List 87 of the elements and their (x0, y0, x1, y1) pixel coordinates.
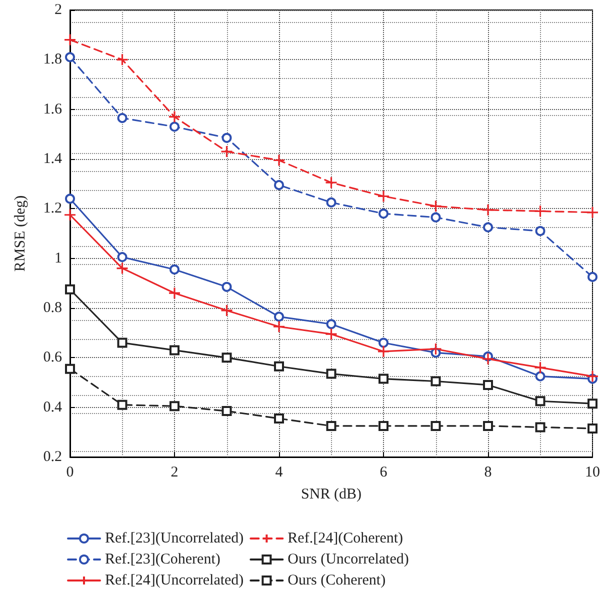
point (535, 226, 546, 236)
point (586, 370, 599, 383)
point (116, 53, 129, 66)
x-tick-label: 0 (66, 464, 74, 480)
point (170, 264, 180, 275)
x-tick-label: 8 (484, 464, 492, 480)
point (483, 222, 493, 232)
point (535, 396, 546, 406)
y-tick-label: 1 (54, 250, 62, 266)
point (588, 272, 598, 282)
legend-label: Ref.[23](Coherent) (105, 552, 220, 568)
point (65, 284, 75, 294)
point (64, 34, 76, 46)
point (535, 422, 546, 432)
legend-label: Ours (Coherent) (288, 572, 386, 588)
point (378, 208, 388, 219)
point (326, 420, 336, 431)
point (274, 180, 284, 190)
point (378, 338, 388, 348)
point (117, 338, 128, 348)
point (274, 414, 284, 424)
legend-label: Ours (Uncorrelated) (288, 552, 409, 568)
point (117, 400, 128, 410)
point (429, 200, 442, 212)
point (483, 380, 493, 390)
x-tick-label: 4 (275, 464, 284, 480)
point (274, 312, 284, 322)
point (482, 204, 494, 216)
x-axis-title: SNR (dB) (301, 486, 362, 502)
point (377, 190, 390, 203)
point (324, 328, 338, 340)
point (588, 398, 598, 409)
legend-label: Ref.[24](Coherent) (288, 530, 404, 546)
point (483, 420, 493, 431)
point (170, 122, 180, 132)
y-tick-label: 0.4 (43, 399, 62, 416)
point (170, 345, 180, 356)
point (272, 320, 286, 333)
point (430, 420, 441, 431)
point (326, 368, 336, 379)
point (65, 52, 75, 62)
point (272, 154, 286, 167)
y-tick-label: 1.6 (43, 101, 62, 118)
point (116, 262, 129, 275)
point (378, 374, 388, 384)
point (430, 376, 441, 386)
x-tick-label: 6 (380, 464, 388, 480)
point (222, 406, 232, 416)
point (222, 282, 232, 292)
point (326, 197, 336, 208)
point (324, 176, 338, 189)
point (65, 364, 75, 374)
point (220, 145, 234, 158)
y-tick-label: 0.8 (43, 300, 62, 316)
point (274, 361, 284, 372)
y-tick-label: 0.2 (43, 449, 62, 465)
x-tick-label: 10 (585, 464, 600, 480)
point (586, 206, 599, 219)
y-axis-title: RMSE (deg) (12, 195, 28, 272)
point (378, 420, 388, 431)
point (168, 110, 181, 124)
legend-label: Ref.[23](Uncorrelated) (105, 530, 244, 546)
point (220, 304, 234, 317)
point (170, 401, 180, 412)
x-tick-label: 2 (170, 464, 178, 480)
y-tick-label: 0.6 (43, 350, 62, 366)
y-tick-label: 2 (54, 2, 62, 18)
point (482, 352, 494, 366)
y-tick-label: 1.4 (43, 151, 62, 167)
legend-label: Ref.[24](Uncorrelated) (105, 572, 244, 588)
point (534, 204, 547, 218)
point (222, 132, 232, 143)
point (326, 319, 336, 330)
point (534, 361, 547, 374)
y-tick-label: 1.2 (43, 200, 62, 217)
point (168, 286, 181, 300)
point (588, 423, 598, 434)
point (65, 194, 75, 204)
point (117, 113, 128, 124)
point (117, 252, 128, 262)
point (430, 212, 441, 222)
point (429, 342, 442, 356)
point (222, 352, 232, 363)
y-tick-label: 1.8 (43, 52, 62, 68)
point (535, 371, 546, 382)
point (64, 208, 76, 222)
point (377, 345, 390, 358)
